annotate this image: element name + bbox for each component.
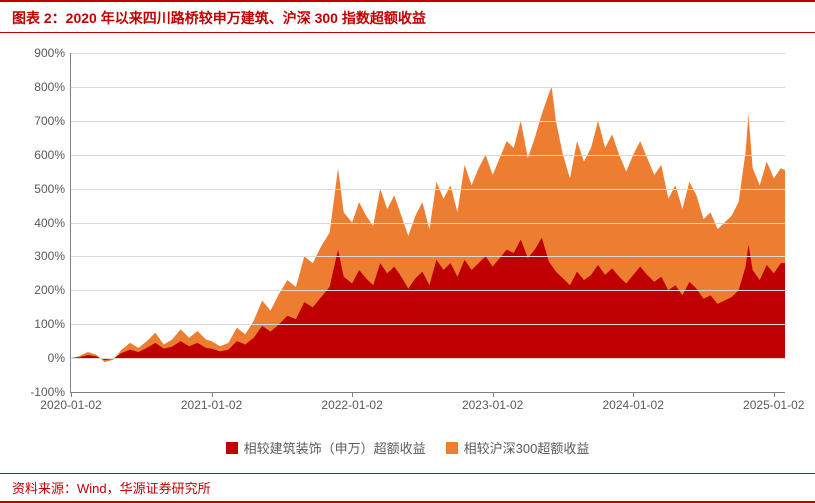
legend-label: 相较沪深300超额收益: [464, 438, 590, 457]
x-tick-label: 2022-01-02: [321, 392, 382, 412]
grid-line: [71, 256, 785, 257]
y-tick-label: 600%: [34, 148, 71, 162]
grid-line: [71, 87, 785, 88]
y-tick-label: 400%: [34, 216, 71, 230]
grid-line: [71, 121, 785, 122]
grid-line: [71, 189, 785, 190]
grid-line: [71, 358, 785, 359]
y-tick-label: 500%: [34, 182, 71, 196]
chart-container: -100%0%100%200%300%400%500%600%700%800%9…: [0, 33, 815, 473]
chart-title: 图表 2：2020 年以来四川路桥较申万建筑、沪深 300 指数超额收益: [0, 0, 815, 33]
grid-line: [71, 155, 785, 156]
x-tick-label: 2024-01-02: [603, 392, 664, 412]
chart-source: 资料来源：Wind，华源证券研究所: [0, 473, 815, 503]
x-tick-label: 2025-01-02: [743, 392, 804, 412]
y-tick-label: 200%: [34, 283, 71, 297]
legend-label: 相较建筑装饰（申万）超额收益: [244, 438, 426, 457]
legend-swatch: [446, 442, 458, 454]
legend-item-vs_sw_construction: 相较建筑装饰（申万）超额收益: [226, 438, 426, 457]
grid-line: [71, 290, 785, 291]
grid-line: [71, 53, 785, 54]
plot-area: -100%0%100%200%300%400%500%600%700%800%9…: [70, 53, 785, 393]
y-tick-label: 700%: [34, 114, 71, 128]
y-tick-label: 300%: [34, 249, 71, 263]
legend-swatch: [226, 442, 238, 454]
x-tick-label: 2021-01-02: [181, 392, 242, 412]
legend-item-vs_csi300: 相较沪深300超额收益: [446, 438, 590, 457]
x-tick-label: 2023-01-02: [462, 392, 523, 412]
y-tick-label: 800%: [34, 80, 71, 94]
legend: 相较建筑装饰（申万）超额收益 相较沪深300超额收益: [0, 438, 815, 457]
y-tick-label: 900%: [34, 46, 71, 60]
y-tick-label: 0%: [48, 351, 71, 365]
grid-line: [71, 324, 785, 325]
grid-line: [71, 223, 785, 224]
x-tick-label: 2020-01-02: [40, 392, 101, 412]
y-tick-label: 100%: [34, 317, 71, 331]
